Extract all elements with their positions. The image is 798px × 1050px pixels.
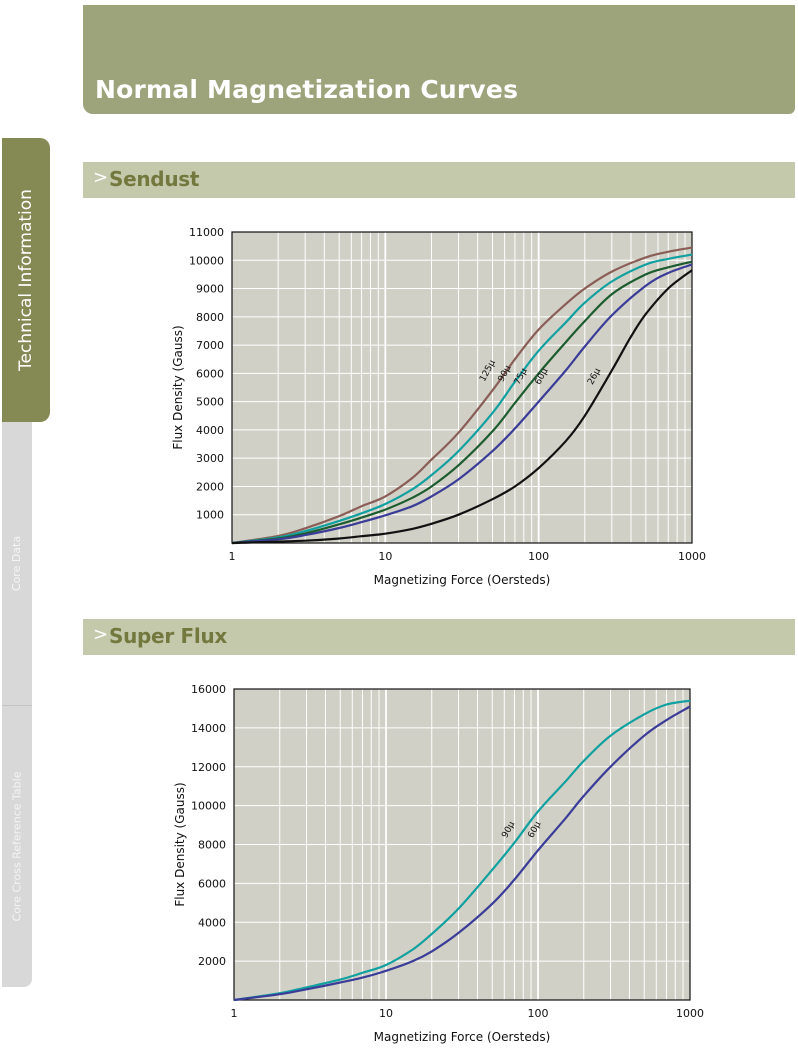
y-tick-label: 8000 [196, 311, 224, 324]
series-line [231, 253, 693, 545]
section-header-super-flux: > Super Flux [83, 619, 795, 655]
y-tick-label: 4000 [196, 424, 224, 437]
series-line [231, 263, 693, 545]
section-title-sendust: Sendust [109, 167, 200, 191]
y-tick-label: 9000 [196, 283, 224, 296]
x-tick-label: 1 [229, 550, 236, 563]
x-tick-label: 10 [378, 550, 392, 563]
chevron-right-icon: > [93, 167, 109, 188]
y-tick-label: 10000 [189, 254, 224, 267]
chevron-right-icon: > [93, 624, 109, 645]
plot-frame [231, 231, 693, 544]
section-title-super-flux: Super Flux [109, 624, 228, 648]
y-axis-label: Flux Density (Gauss) [171, 325, 185, 449]
x-axis-label: Magnetizing Force (Oersteds) [374, 573, 551, 587]
section-header-sendust: > Sendust [83, 162, 795, 198]
tab-core-data[interactable]: Core Data [2, 422, 32, 706]
page-title: Normal Magnetization Curves [95, 75, 519, 104]
header-banner: Normal Magnetization Curves [83, 5, 795, 114]
tab-core-cross-reference-table[interactable]: Core Cross Reference Table [2, 706, 32, 987]
tab-technical-information[interactable]: Technical Information [2, 138, 50, 422]
y-tick-label: 7000 [196, 339, 224, 352]
plot-area [232, 232, 692, 543]
y-tick-label: 11000 [189, 226, 224, 239]
y-tick-label: 6000 [196, 367, 224, 380]
y-tick-label: 1000 [196, 509, 224, 522]
x-tick-label: 100 [528, 550, 549, 563]
y-tick-label: 3000 [196, 452, 224, 465]
x-tick-label: 1000 [678, 550, 706, 563]
y-tick-label: 2000 [196, 480, 224, 493]
series-line [231, 246, 693, 545]
series-line [231, 260, 693, 545]
series-line [231, 269, 693, 545]
y-tick-label: 5000 [196, 396, 224, 409]
